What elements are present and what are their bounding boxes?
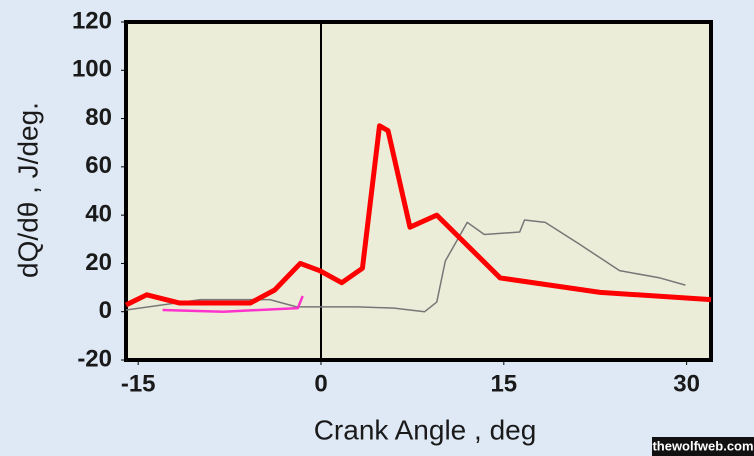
y-tick-label: -20 — [77, 345, 112, 372]
watermark: thewolfweb.com — [652, 438, 753, 453]
y-tick-label: 80 — [85, 104, 112, 131]
x-tick-label: 30 — [673, 370, 700, 397]
plot-area — [124, 20, 713, 362]
x-tick-label: 0 — [314, 370, 327, 397]
y-tick-label: 60 — [85, 152, 112, 179]
y-tick-label: 40 — [85, 200, 112, 227]
y-tick-label: 120 — [72, 7, 112, 34]
x-tick-label: -15 — [121, 370, 156, 397]
series-line — [124, 123, 712, 308]
y-tick-label: 20 — [85, 249, 112, 276]
series-line — [125, 219, 686, 313]
x-tick-label: 15 — [490, 370, 517, 397]
x-axis-label: Crank Angle , deg — [314, 414, 537, 445]
series-line — [162, 295, 304, 313]
watermark-bg — [652, 437, 754, 456]
y-tick-label: 100 — [72, 56, 112, 83]
y-axis-label: dQ/dθ , J/deg. — [12, 102, 43, 278]
y-tick-label: 0 — [99, 297, 112, 324]
